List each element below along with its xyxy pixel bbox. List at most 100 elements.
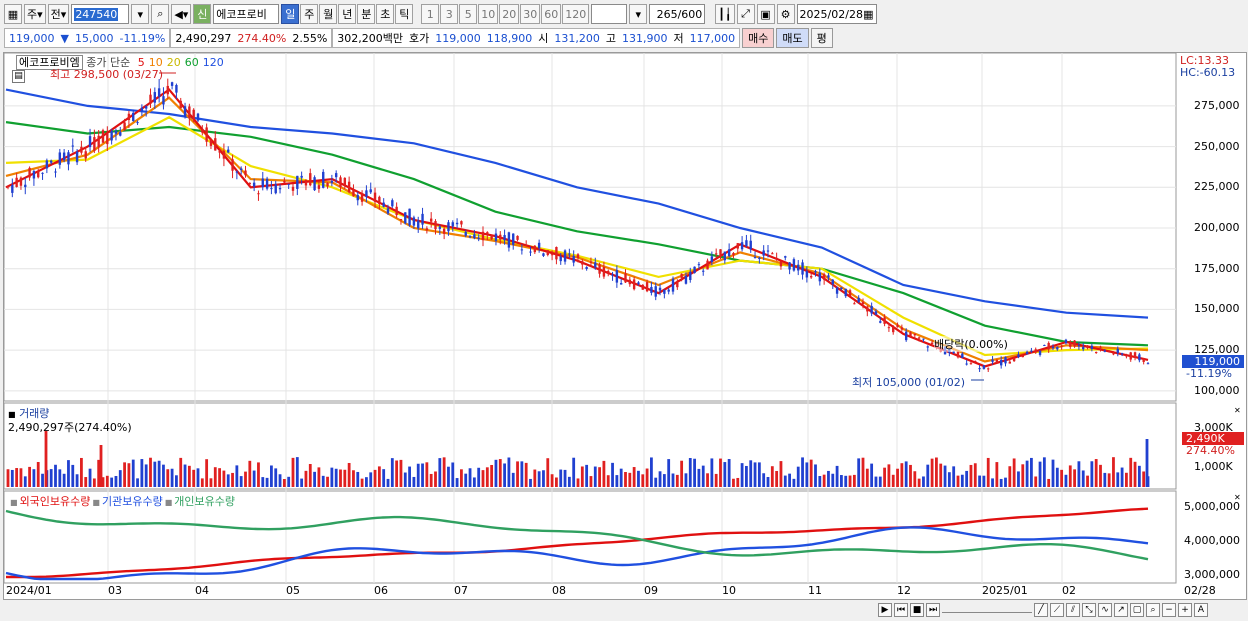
draw-channel-icon[interactable]: ⫽: [1066, 603, 1080, 617]
candle-body: [753, 257, 757, 259]
save-icon[interactable]: ▣: [756, 4, 775, 24]
period-type-select[interactable]: 주 ▾: [24, 4, 46, 24]
period-button[interactable]: 주: [300, 4, 319, 24]
interval-button[interactable]: 60: [541, 4, 562, 24]
chart-canvas[interactable]: [4, 53, 1248, 601]
candle-body: [231, 159, 234, 171]
draw-wave-icon[interactable]: ∿: [1098, 603, 1112, 617]
code-dropdown-icon[interactable]: ▾: [131, 4, 150, 24]
count-total: /600: [677, 7, 703, 21]
interval-button[interactable]: 30: [520, 4, 541, 24]
volume-close-icon[interactable]: ✕: [1234, 406, 1241, 415]
price-change: 15,000: [74, 31, 114, 45]
volume-bar: [611, 462, 614, 487]
holdings-close-icon[interactable]: ✕: [1234, 493, 1241, 502]
candle-body: [667, 289, 670, 292]
period-button[interactable]: 월: [319, 4, 338, 24]
search-icon[interactable]: ⌕: [151, 4, 170, 24]
period-button[interactable]: 일: [281, 4, 300, 24]
forward-icon[interactable]: ⏭: [926, 603, 940, 617]
interval-dropdown-icon[interactable]: ▾: [629, 4, 648, 24]
volume-ratio: 274.40%: [237, 31, 287, 45]
interval-button[interactable]: 5: [459, 4, 478, 24]
font-size-icon[interactable]: A: [1194, 603, 1208, 617]
volume-bar: [585, 464, 589, 487]
panel-menu-icon[interactable]: ▤: [12, 70, 25, 83]
draw-box-icon[interactable]: ▢: [1130, 603, 1144, 617]
candle-body: [447, 222, 450, 232]
draw-arrow-icon[interactable]: ↗: [1114, 603, 1128, 617]
settings-gear-icon[interactable]: ⚙: [776, 4, 795, 24]
candle-body: [451, 222, 454, 227]
candle-body: [1116, 348, 1119, 354]
candle-body: [434, 221, 437, 230]
chart-area[interactable]: 에코프로비엠 종가 단순 5 10 20 60 120 ▤ 최고 298,500 (03…: [3, 52, 1247, 600]
volume-bar: [999, 478, 1003, 487]
ma-line-120: [5, 88, 1149, 319]
interval-button[interactable]: 3: [440, 4, 459, 24]
draw-fib-icon[interactable]: ⤡: [1082, 603, 1096, 617]
period-button[interactable]: 틱: [395, 4, 414, 24]
draw-line-icon[interactable]: ╱: [1034, 603, 1048, 617]
candle-body: [287, 183, 290, 185]
interval-button[interactable]: 120: [562, 4, 590, 24]
ma-legend-item: 5: [137, 56, 145, 69]
volume-bar: [675, 474, 679, 487]
period-button[interactable]: 년: [338, 4, 357, 24]
x-tick-label: 04: [195, 584, 209, 597]
scroll-right-icon[interactable]: ▶: [878, 603, 892, 617]
candle-body: [175, 85, 178, 93]
stop-icon[interactable]: ■: [910, 603, 924, 617]
calendar-icon[interactable]: ▦: [863, 7, 874, 21]
candle-body: [101, 130, 105, 143]
draw-trend-icon[interactable]: ⟋: [1050, 603, 1064, 617]
speaker-icon[interactable]: ◀▾: [171, 4, 192, 24]
sell-button[interactable]: 매도: [776, 28, 809, 48]
candle-body: [80, 146, 83, 153]
draw-tool-icon[interactable]: ⤢: [736, 4, 755, 24]
scroll-slider[interactable]: [942, 607, 1032, 613]
volume-bar: [822, 474, 826, 487]
interval-custom-input[interactable]: [591, 4, 628, 24]
stock-code-input[interactable]: 247540: [71, 4, 130, 24]
candle-body: [37, 171, 40, 178]
candle-body: [676, 282, 679, 288]
prev-button[interactable]: 전 ▾: [47, 4, 70, 24]
count-field[interactable]: 265/600: [649, 4, 706, 24]
candle-body: [619, 283, 623, 285]
period-button[interactable]: 분: [357, 4, 376, 24]
volume-spike-bar: [44, 431, 48, 487]
candle-body: [818, 272, 822, 282]
buy-button[interactable]: 매수: [742, 28, 775, 48]
current-price: 119,000: [9, 31, 55, 45]
candle-type-icon[interactable]: ┃╽: [715, 4, 735, 24]
count-value: 265: [656, 7, 678, 21]
zoom-out-icon[interactable]: −: [1162, 603, 1176, 617]
rewind-icon[interactable]: ⏮: [894, 603, 908, 617]
volume-bar: [222, 470, 226, 487]
interval-button[interactable]: 20: [499, 4, 520, 24]
candle-body: [1125, 354, 1128, 357]
amount-cell: 302,200백만 호가 119,000 118,900 시 131,200 고…: [332, 28, 741, 48]
volume-bar: [732, 478, 735, 487]
y-tick-label: 5,000,000: [1184, 500, 1240, 513]
eval-button[interactable]: 평: [810, 28, 833, 48]
zoom-in-icon[interactable]: +: [1178, 603, 1192, 617]
candle-body: [1103, 350, 1107, 352]
candle-body: [624, 273, 627, 283]
volume-bar: [123, 462, 126, 487]
interval-button[interactable]: 10: [478, 4, 499, 24]
volume-bar: [434, 471, 437, 487]
date-field[interactable]: 2025/02/28 ▦: [796, 4, 877, 24]
volume-bar: [624, 472, 627, 487]
volume-menu-icon[interactable]: ■: [8, 410, 16, 419]
candle-body: [382, 202, 385, 207]
candle-body: [473, 234, 476, 239]
chart-menu-icon[interactable]: ▦: [4, 4, 22, 24]
interval-button[interactable]: 1: [421, 4, 440, 24]
zoom-icon[interactable]: ⌕: [1146, 603, 1160, 617]
volume-cell: 2,490,297 274.40% 2.55%: [170, 28, 333, 48]
candle-body: [343, 177, 347, 186]
period-button[interactable]: 초: [376, 4, 395, 24]
